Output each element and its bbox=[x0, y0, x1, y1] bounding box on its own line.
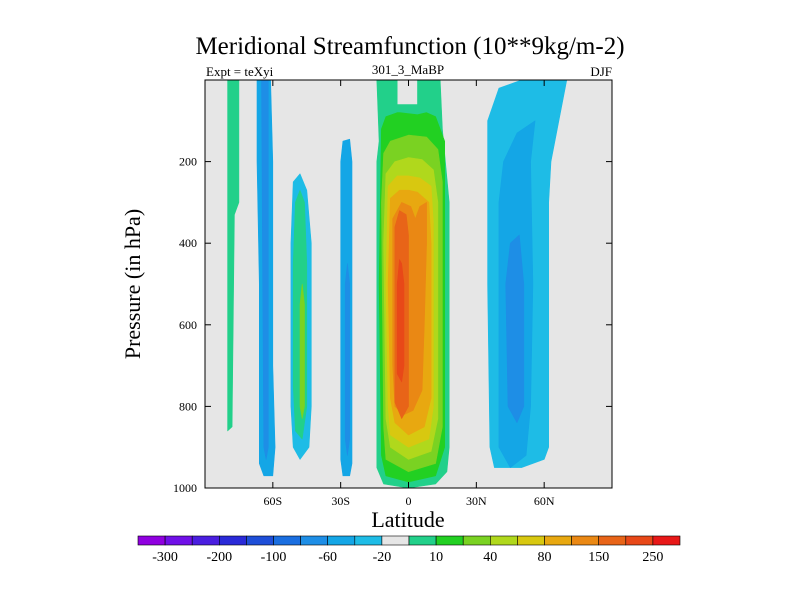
colorbar-label: 10 bbox=[429, 550, 443, 565]
contour-band-63S-inner bbox=[261, 80, 269, 460]
x-axis-label: Latitude bbox=[371, 507, 444, 532]
colorbar-swatch bbox=[246, 535, 274, 546]
colorbar-swatch bbox=[164, 535, 193, 546]
contour-hadley-250 bbox=[396, 259, 405, 383]
contour-band-46S-core bbox=[299, 283, 305, 419]
y-axis: 200 400 600 800 1000 bbox=[173, 155, 612, 495]
colorbar-swatch bbox=[381, 535, 410, 546]
subtitle-left: Expt = teXyi bbox=[206, 64, 274, 79]
colorbar-label: -60 bbox=[318, 550, 337, 565]
colorbar-swatch bbox=[300, 535, 329, 546]
x-tick-label: 30N bbox=[466, 494, 487, 508]
colorbar-swatch bbox=[219, 535, 247, 546]
colorbar-label: 250 bbox=[642, 550, 663, 565]
colorbar-label: 40 bbox=[483, 550, 497, 565]
x-axis: 60S 30S 0 30N 60N bbox=[263, 80, 555, 508]
subtitle-right: DJF bbox=[590, 64, 612, 79]
colorbar-label: -20 bbox=[373, 550, 392, 565]
x-tick-label: 60S bbox=[263, 494, 282, 508]
colorbar-swatch bbox=[625, 535, 654, 546]
contour-band-50N-core bbox=[505, 234, 525, 424]
x-tick-label: 0 bbox=[406, 494, 412, 508]
y-tick-label: 800 bbox=[179, 399, 197, 413]
colorbar-swatch bbox=[435, 535, 464, 546]
contour-band-30S-inner bbox=[344, 263, 351, 456]
contour-fills bbox=[227, 80, 568, 488]
colorbar-swatch bbox=[137, 535, 166, 546]
colorbar-swatch bbox=[517, 535, 545, 546]
colorbar-swatch bbox=[652, 535, 681, 546]
colorbar-label: -100 bbox=[261, 550, 287, 565]
colorbar-swatch bbox=[408, 535, 437, 546]
colorbar-label: -300 bbox=[152, 550, 178, 565]
contour-band-75S-outer bbox=[227, 80, 240, 432]
x-tick-label: 30S bbox=[331, 494, 350, 508]
colorbar-swatch bbox=[571, 535, 599, 546]
colorbar: -300 -200 -100 -60 -20 10 40 80 150 250 bbox=[137, 535, 681, 565]
colorbar-swatch bbox=[327, 535, 356, 546]
plot-area: 60S 30S 0 30N 60N 200 400 600 800 1000 bbox=[173, 79, 613, 508]
chart-title: Meridional Streamfunction (10**9kg/m-2) bbox=[195, 33, 624, 60]
colorbar-swatch bbox=[544, 535, 572, 546]
colorbar-swatch bbox=[489, 535, 518, 546]
subtitle-center: 301_3_MaBP bbox=[372, 62, 444, 77]
y-tick-label: 1000 bbox=[173, 481, 197, 495]
colorbar-label: -200 bbox=[206, 550, 232, 565]
x-tick-label: 60N bbox=[534, 494, 555, 508]
colorbar-swatch bbox=[354, 535, 383, 546]
y-tick-label: 200 bbox=[179, 155, 197, 169]
y-tick-label: 400 bbox=[179, 236, 197, 250]
colorbar-swatch bbox=[462, 535, 491, 546]
y-tick-label: 600 bbox=[179, 318, 197, 332]
colorbar-swatch bbox=[273, 535, 301, 546]
colorbar-swatch bbox=[191, 535, 220, 546]
y-axis-label: Pressure (in hPa) bbox=[120, 209, 145, 359]
colorbar-swatch bbox=[598, 535, 627, 546]
colorbar-label: 150 bbox=[588, 550, 609, 565]
colorbar-label: 80 bbox=[538, 550, 552, 565]
